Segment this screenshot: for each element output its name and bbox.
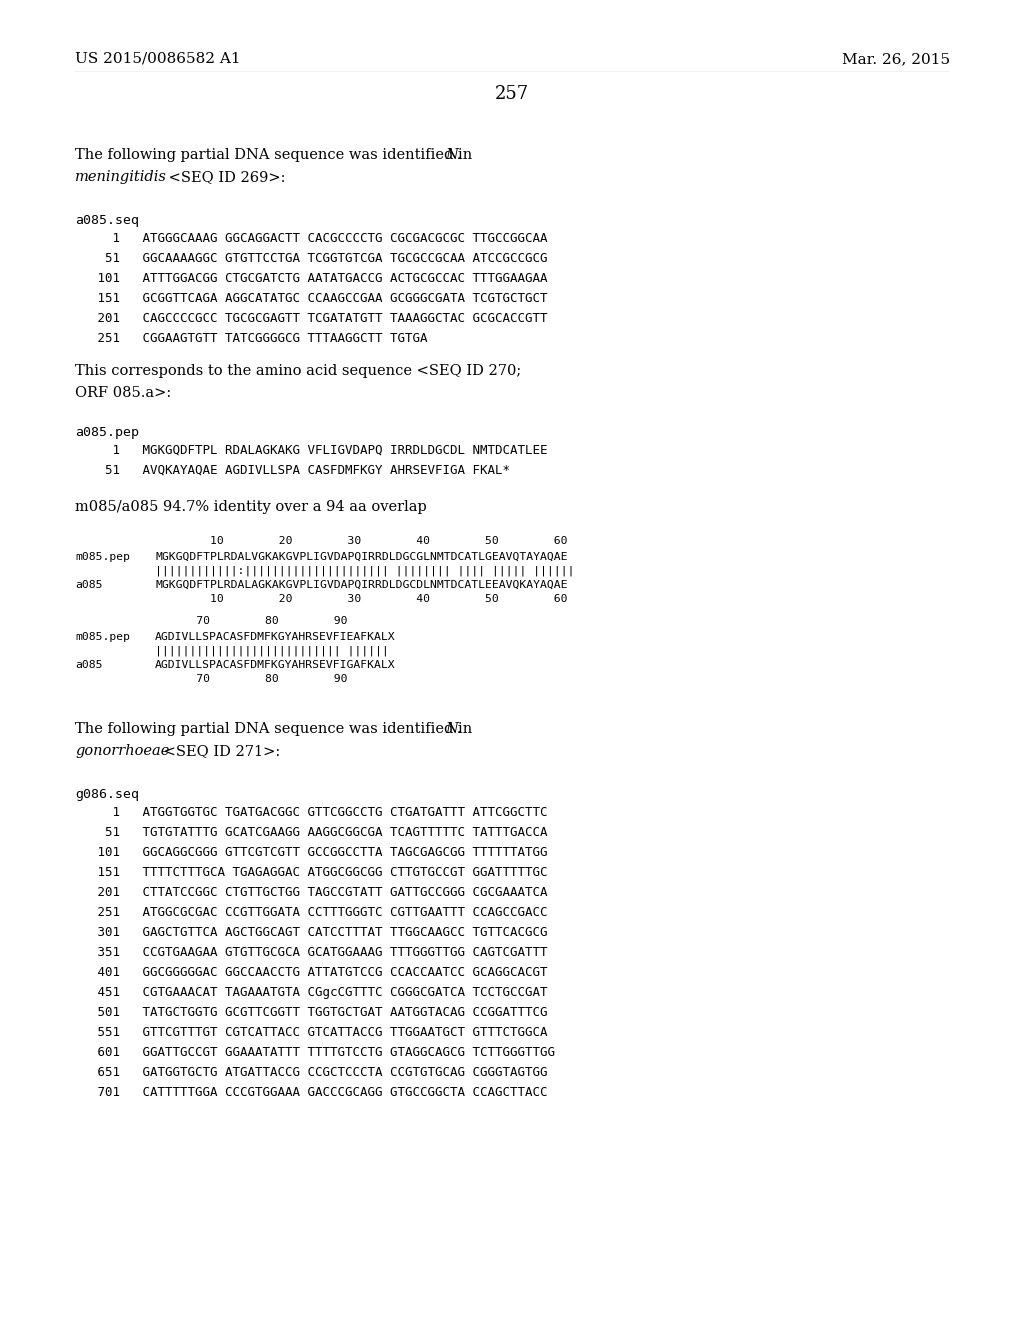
Text: 51   TGTGTATTTG GCATCGAAGG AAGGCGGCGA TCAGTTTTTC TATTTGACCA: 51 TGTGTATTTG GCATCGAAGG AAGGCGGCGA TCAG…: [75, 826, 548, 840]
Text: 401   GGCGGGGGAC GGCCAACCTG ATTATGTCCG CCACCAATCC GCAGGCACGT: 401 GGCGGGGGAC GGCCAACCTG ATTATGTCCG CCA…: [75, 966, 548, 979]
Text: 70        80        90: 70 80 90: [155, 675, 347, 684]
Text: 501   TATGCTGGTG GCGTTCGGTT TGGTGCTGAT AATGGTACAG CCGGATTTCG: 501 TATGCTGGTG GCGTTCGGTT TGGTGCTGAT AAT…: [75, 1006, 548, 1019]
Text: 201   CTTATCCGGC CTGTTGCTGG TAGCCGTATT GATTGCCGGG CGCGAAATCA: 201 CTTATCCGGC CTGTTGCTGG TAGCCGTATT GAT…: [75, 886, 548, 899]
Text: 151   GCGGTTCAGA AGGCATATGC CCAAGCCGAA GCGGGCGATA TCGTGCTGCT: 151 GCGGTTCAGA AGGCATATGC CCAAGCCGAA GCG…: [75, 292, 548, 305]
Text: AGDIVLLSPACASFDMFKGYAHRSEVFIEAFKALX: AGDIVLLSPACASFDMFKGYAHRSEVFIEAFKALX: [155, 632, 395, 642]
Text: MGKGQDFTPLRDALVGKAKGVPLIGVDAPQIRRDLDGCGLNMTDCATLGEAVQTAYAQAE: MGKGQDFTPLRDALVGKAKGVPLIGVDAPQIRRDLDGCGL…: [155, 552, 567, 562]
Text: 51   AVQKAYAQAE AGDIVLLSPA CASFDMFKGY AHRSEVFIGA FKAL*: 51 AVQKAYAQAE AGDIVLLSPA CASFDMFKGY AHRS…: [75, 465, 510, 477]
Text: The following partial DNA sequence was identified in: The following partial DNA sequence was i…: [75, 722, 477, 737]
Text: 651   GATGGTGCTG ATGATTACCG CCGCTCCCTA CCGTGTGCAG CGGGTAGTGG: 651 GATGGTGCTG ATGATTACCG CCGCTCCCTA CCG…: [75, 1067, 548, 1078]
Text: 301   GAGCTGTTCA AGCTGGCAGT CATCCTTTAT TTGGCAAGCC TGTTCACGCG: 301 GAGCTGTTCA AGCTGGCAGT CATCCTTTAT TTG…: [75, 927, 548, 939]
Text: g086.seq: g086.seq: [75, 788, 139, 801]
Text: ||||||||||||||||||||||||||| ||||||: ||||||||||||||||||||||||||| ||||||: [155, 645, 389, 656]
Text: a085.pep: a085.pep: [75, 426, 139, 440]
Text: meningitidis: meningitidis: [75, 170, 167, 183]
Text: 451   CGTGAAACAT TAGAAATGTA CGgcCGTTTC CGGGCGATCA TCCTGCCGAT: 451 CGTGAAACAT TAGAAATGTA CGgcCGTTTC CGG…: [75, 986, 548, 999]
Text: <SEQ ID 269>:: <SEQ ID 269>:: [164, 170, 286, 183]
Text: 551   GTTCGTTTGT CGTCATTACC GTCATTACCG TTGGAATGCT GTTTCTGGCA: 551 GTTCGTTTGT CGTCATTACC GTCATTACCG TTG…: [75, 1026, 548, 1039]
Text: ||||||||||||:||||||||||||||||||||| |||||||| |||| ||||| ||||||: ||||||||||||:||||||||||||||||||||| |||||…: [155, 566, 574, 577]
Text: N.: N.: [445, 148, 462, 162]
Text: 10        20        30        40        50        60: 10 20 30 40 50 60: [155, 536, 567, 546]
Text: MGKGQDFTPLRDALAGKAKGVPLIGVDAPQIRRDLDGCDLNMTDCATLEEAVQKAYAQAE: MGKGQDFTPLRDALAGKAKGVPLIGVDAPQIRRDLDGCDL…: [155, 579, 567, 590]
Text: 251   CGGAAGTGTT TATCGGGGCG TTTAAGGCTT TGTGA: 251 CGGAAGTGTT TATCGGGGCG TTTAAGGCTT TGT…: [75, 333, 427, 345]
Text: 701   CATTTTTGGA CCCGTGGAAA GACCCGCAGG GTGCCGGCTA CCAGCTTACC: 701 CATTTTTGGA CCCGTGGAAA GACCCGCAGG GTG…: [75, 1086, 548, 1100]
Text: 51   GGCAAAAGGC GTGTTCCTGA TCGGTGTCGA TGCGCCGCAA ATCCGCCGCG: 51 GGCAAAAGGC GTGTTCCTGA TCGGTGTCGA TGCG…: [75, 252, 548, 265]
Text: 351   CCGTGAAGAA GTGTTGCGCA GCATGGAAAG TTTGGGTTGG CAGTCGATTT: 351 CCGTGAAGAA GTGTTGCGCA GCATGGAAAG TTT…: [75, 946, 548, 960]
Text: 101   GGCAGGCGGG GTTCGTCGTT GCCGGCCTTA TAGCGAGCGG TTTTTTATGG: 101 GGCAGGCGGG GTTCGTCGTT GCCGGCCTTA TAG…: [75, 846, 548, 859]
Text: m085.pep: m085.pep: [75, 632, 130, 642]
Text: Mar. 26, 2015: Mar. 26, 2015: [842, 51, 950, 66]
Text: 1   ATGGTGGTGC TGATGACGGC GTTCGGCCTG CTGATGATTT ATTCGGCTTC: 1 ATGGTGGTGC TGATGACGGC GTTCGGCCTG CTGAT…: [75, 807, 548, 818]
Text: 101   ATTTGGACGG CTGCGATCTG AATATGACCG ACTGCGCCAC TTTGGAAGAA: 101 ATTTGGACGG CTGCGATCTG AATATGACCG ACT…: [75, 272, 548, 285]
Text: 151   TTTTCTTTGCA TGAGAGGAC ATGGCGGCGG CTTGTGCCGT GGATTTTTGC: 151 TTTTCTTTGCA TGAGAGGAC ATGGCGGCGG CTT…: [75, 866, 548, 879]
Text: 251   ATGGCGCGAC CCGTTGGATA CCTTTGGGTC CGTTGAATTT CCAGCCGACC: 251 ATGGCGCGAC CCGTTGGATA CCTTTGGGTC CGT…: [75, 906, 548, 919]
Text: 601   GGATTGCCGT GGAAATATTT TTTTGTCCTG GTAGGCAGCG TCTTGGGTTGG: 601 GGATTGCCGT GGAAATATTT TTTTGTCCTG GTA…: [75, 1045, 555, 1059]
Text: 70        80        90: 70 80 90: [155, 616, 347, 626]
Text: gonorrhoeae: gonorrhoeae: [75, 744, 169, 758]
Text: The following partial DNA sequence was identified in: The following partial DNA sequence was i…: [75, 148, 477, 162]
Text: m085/a085 94.7% identity over a 94 aa overlap: m085/a085 94.7% identity over a 94 aa ov…: [75, 500, 427, 513]
Text: <SEQ ID 271>:: <SEQ ID 271>:: [159, 744, 281, 758]
Text: a085: a085: [75, 660, 102, 671]
Text: 10        20        30        40        50        60: 10 20 30 40 50 60: [155, 594, 567, 605]
Text: 1   MGKGQDFTPL RDALAGKAKG VFLIGVDAPQ IRRDLDGCDL NMTDCATLEE: 1 MGKGQDFTPL RDALAGKAKG VFLIGVDAPQ IRRDL…: [75, 444, 548, 457]
Text: a085: a085: [75, 579, 102, 590]
Text: 201   CAGCCCCGCC TGCGCGAGTT TCGATATGTT TAAAGGCTAC GCGCACCGTT: 201 CAGCCCCGCC TGCGCGAGTT TCGATATGTT TAA…: [75, 312, 548, 325]
Text: a085.seq: a085.seq: [75, 214, 139, 227]
Text: AGDIVLLSPACASFDMFKGYAHRSEVFIGAFKALX: AGDIVLLSPACASFDMFKGYAHRSEVFIGAFKALX: [155, 660, 395, 671]
Text: This corresponds to the amino acid sequence <SEQ ID 270;: This corresponds to the amino acid seque…: [75, 364, 521, 378]
Text: ORF 085.a>:: ORF 085.a>:: [75, 385, 171, 400]
Text: US 2015/0086582 A1: US 2015/0086582 A1: [75, 51, 241, 66]
Text: 257: 257: [495, 84, 529, 103]
Text: m085.pep: m085.pep: [75, 552, 130, 562]
Text: N.: N.: [445, 722, 462, 737]
Text: 1   ATGGGCAAAG GGCAGGACTT CACGCCCCTG CGCGACGCGC TTGCCGGCAA: 1 ATGGGCAAAG GGCAGGACTT CACGCCCCTG CGCGA…: [75, 232, 548, 246]
